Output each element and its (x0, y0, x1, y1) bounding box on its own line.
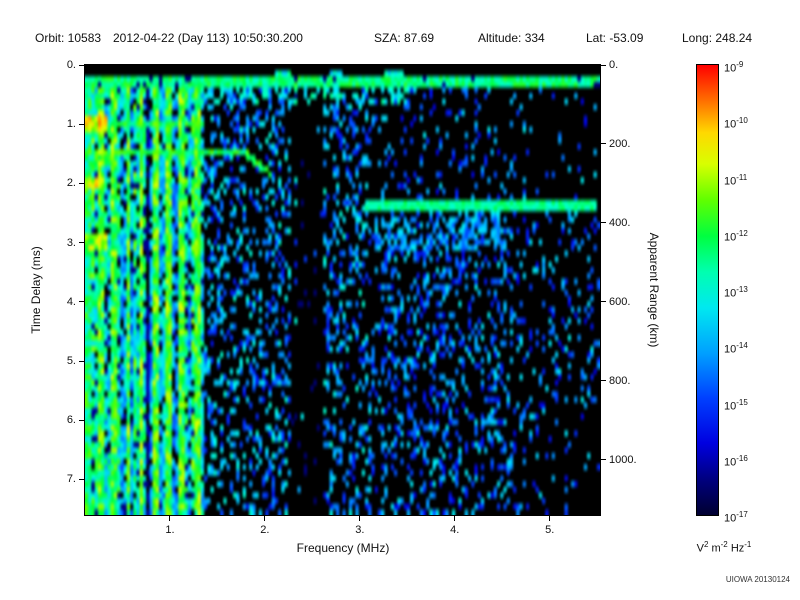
colorbar (696, 64, 719, 516)
y-axis-tick-label: 4. (66, 295, 76, 308)
y-axis-title-left: Time Delay (ms) (29, 246, 43, 334)
x-axis-tick (454, 516, 456, 521)
colorbar-tick-label: 10-11 (724, 172, 748, 188)
colorbar-tick-label: 10-16 (724, 453, 748, 469)
range-axis-tick (601, 143, 606, 145)
y-axis-tick-label: 5. (66, 355, 76, 368)
y-axis-tick-label: 3. (66, 236, 76, 249)
x-axis-tick (549, 516, 551, 521)
y-axis-tick-label: 7. (66, 473, 76, 486)
y-axis-title-right: Apparent Range (km) (647, 232, 661, 348)
sza-info: SZA: 87.69 (374, 31, 435, 45)
x-axis-title: Frequency (MHz) (296, 541, 390, 555)
colorbar-tick-label: 10-13 (724, 285, 748, 300)
x-axis-tick-label: 4. (450, 524, 460, 536)
y-axis-tick-label: 6. (66, 414, 76, 427)
range-axis-tick-label: 1000. (609, 453, 637, 466)
x-axis-tick-label: 2. (260, 524, 270, 536)
range-axis-tick (601, 380, 606, 382)
spectrogram-canvas (85, 65, 600, 515)
plot-area (84, 64, 601, 516)
y-axis-tick-label: 0. (66, 59, 76, 71)
y-axis-tick-label: 1. (66, 118, 76, 131)
range-axis-tick (601, 301, 606, 303)
y-axis-tick-label: 2. (66, 177, 76, 190)
range-axis-tick-label: 800. (609, 374, 631, 387)
colorbar-tick-label: 10-17 (724, 510, 748, 525)
longitude-info: Long: 248.24 (682, 31, 753, 45)
colorbar-tick-label: 10-12 (724, 228, 748, 244)
range-axis-tick (601, 459, 606, 461)
x-axis-tick (359, 516, 361, 521)
colorbar-tick-label: 10-10 (724, 116, 748, 131)
range-axis-tick (601, 222, 606, 224)
range-axis-tick-label: 200. (609, 137, 631, 150)
colorbar-gradient (697, 65, 718, 515)
x-axis-tick (264, 516, 266, 521)
altitude-info: Altitude: 334 (478, 31, 545, 45)
range-axis-tick-label: 400. (609, 216, 631, 229)
colorbar-tick-label: 10-9 (724, 60, 744, 75)
colorbar-tick-label: 10-15 (724, 397, 748, 413)
x-axis-tick-label: 1. (165, 524, 175, 536)
credit-stamp: UIOWA 20130124 (725, 575, 790, 584)
range-axis-tick-label: 0. (609, 59, 619, 71)
x-axis-tick-label: 3. (355, 524, 365, 536)
colorbar-tick-label: 10-14 (724, 341, 748, 356)
x-axis-tick-label: 5. (545, 524, 555, 536)
orbit-info: Orbit: 10583 (35, 31, 102, 45)
datetime-info: 2012-04-22 (Day 113) 10:50:30.200 (113, 31, 303, 45)
range-axis-tick (601, 64, 606, 66)
x-axis-tick (169, 516, 171, 521)
latitude-info: Lat: -53.09 (586, 31, 644, 45)
colorbar-units-label: V2 m-2 Hz-1 (696, 540, 752, 555)
